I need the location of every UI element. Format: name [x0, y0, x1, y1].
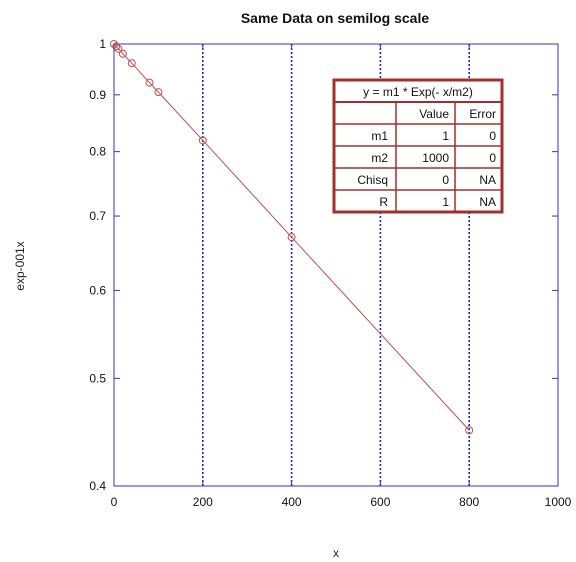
- x-ticks: 0 200 400 600 800 1000: [111, 44, 572, 509]
- data-point: [465, 426, 474, 435]
- x-tick-label: 800: [459, 495, 479, 509]
- x-tick-label: 0: [111, 495, 118, 509]
- data-point: [154, 88, 163, 97]
- y-tick-label: 0.7: [89, 209, 106, 223]
- fit-table-header: Error: [469, 107, 496, 121]
- x-tick-label: 400: [282, 495, 302, 509]
- x-tick-label: 600: [370, 495, 390, 509]
- series-line: [113, 43, 470, 431]
- fit-table-cell: Chisq: [357, 173, 388, 187]
- x-axis-label: x: [333, 546, 339, 560]
- y-tick-label: 0.5: [89, 371, 106, 385]
- chart-title: Same Data on semilog scale: [241, 10, 430, 26]
- x-tick-label: 200: [193, 495, 213, 509]
- data-point: [287, 233, 296, 242]
- y-tick-label: 0.6: [89, 283, 106, 297]
- fit-table-cell: 0: [442, 173, 449, 187]
- fit-table-cell: 0: [489, 129, 496, 143]
- fit-table-cell: R: [379, 195, 388, 209]
- fit-table-cell: 0: [489, 151, 496, 165]
- data-point: [145, 78, 154, 87]
- fit-table-cell: m2: [371, 151, 388, 165]
- fit-table-cell: 1000: [422, 151, 449, 165]
- fit-equation: y = m1 * Exp(- x/m2): [363, 85, 473, 99]
- x-tick-label: 1000: [545, 495, 572, 509]
- y-axis-label: exp-001x: [13, 241, 27, 290]
- y-tick-label: 0.9: [89, 88, 106, 102]
- fit-table-cell: 1: [442, 195, 449, 209]
- data-series: [110, 40, 474, 435]
- data-point: [118, 49, 127, 58]
- plot-frame: [113, 43, 559, 487]
- fit-table-cell: NA: [479, 195, 496, 209]
- y-tick-label: 0.8: [89, 145, 106, 159]
- y-tick-label: 0.4: [89, 479, 106, 493]
- data-point: [127, 59, 136, 68]
- fit-table-cell: NA: [479, 173, 496, 187]
- fit-table-cell: 1: [442, 129, 449, 143]
- y-ticks: 0.4 0.5 0.6 0.7 0.8 0.9 1: [89, 37, 558, 493]
- data-point: [198, 136, 207, 145]
- data-point: [112, 42, 121, 51]
- data-point: [114, 44, 123, 53]
- fit-results-table: y = m1 * Exp(- x/m2) Value Error m1 1 0 m2 1000…: [332, 78, 504, 214]
- fit-table-header: Value: [419, 107, 449, 121]
- fit-table-cell: m1: [371, 129, 388, 143]
- data-point: [110, 40, 118, 48]
- y-tick-label: 1: [99, 37, 106, 51]
